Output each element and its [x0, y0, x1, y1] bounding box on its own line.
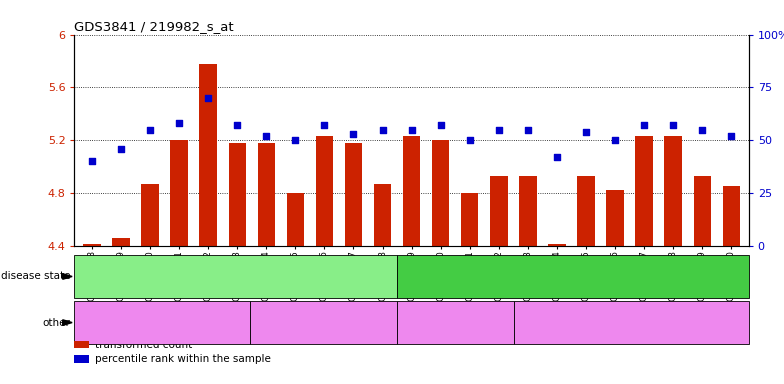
Bar	[403, 136, 420, 246]
Text: GDS3841 / 219982_s_at: GDS3841 / 219982_s_at	[74, 20, 234, 33]
Bar	[432, 140, 449, 246]
Point	[347, 131, 360, 137]
Text: Lean: Lean	[444, 318, 467, 328]
Bar	[577, 176, 595, 246]
Bar	[519, 176, 536, 246]
Point	[492, 127, 505, 133]
Point	[725, 133, 738, 139]
Bar	[316, 136, 333, 246]
Text: Obese: Obese	[616, 318, 647, 328]
Point	[376, 127, 389, 133]
Bar	[606, 190, 624, 246]
Bar	[345, 143, 362, 246]
Bar	[723, 186, 740, 246]
Text: Polycystic ovary syndrome: Polycystic ovary syndrome	[508, 271, 638, 281]
Point	[463, 137, 476, 143]
Bar	[664, 136, 682, 246]
Point	[405, 127, 418, 133]
Point	[667, 122, 680, 129]
Polygon shape	[63, 274, 72, 279]
Point	[289, 137, 302, 143]
Point	[579, 129, 592, 135]
Point	[143, 127, 156, 133]
Point	[608, 137, 621, 143]
Point	[231, 122, 244, 129]
Point	[260, 133, 273, 139]
Point	[550, 154, 563, 160]
Point	[434, 122, 447, 129]
Bar	[170, 140, 188, 246]
Bar	[141, 184, 158, 246]
Point	[521, 127, 534, 133]
Point	[114, 146, 127, 152]
Bar	[199, 64, 217, 246]
Polygon shape	[63, 320, 72, 325]
Point	[696, 127, 709, 133]
Bar	[287, 193, 304, 246]
Point	[172, 120, 185, 126]
Text: other: other	[42, 318, 71, 328]
Point	[318, 122, 331, 129]
Text: transformed count: transformed count	[95, 339, 192, 349]
Text: Lean: Lean	[151, 318, 174, 328]
Bar	[461, 193, 478, 246]
Bar	[228, 143, 246, 246]
Bar	[374, 184, 391, 246]
Bar	[694, 176, 711, 246]
Text: percentile rank within the sample: percentile rank within the sample	[95, 354, 270, 364]
Bar	[112, 238, 129, 246]
Text: disease state: disease state	[1, 271, 71, 281]
Point	[85, 158, 98, 164]
Bar	[635, 136, 653, 246]
Point	[202, 95, 215, 101]
Bar	[490, 176, 507, 246]
Bar	[258, 143, 275, 246]
Text: Obese: Obese	[308, 318, 339, 328]
Bar	[83, 245, 100, 246]
Text: Control, non-polycystic ovary syndrome: Control, non-polycystic ovary syndrome	[139, 271, 332, 281]
Point	[638, 122, 651, 129]
Bar	[548, 245, 565, 246]
